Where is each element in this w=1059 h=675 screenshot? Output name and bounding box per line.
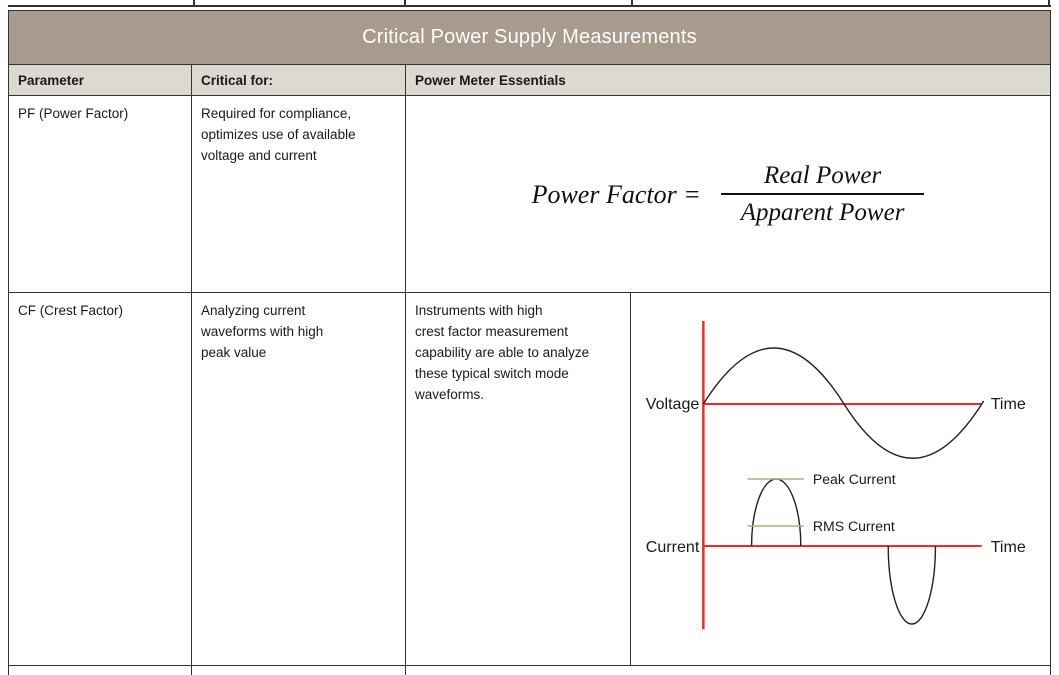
partial-row-cell	[192, 666, 406, 675]
cropped-column-divider	[1048, 0, 1050, 5]
formula-fraction: Real Power Apparent Power	[720, 160, 925, 228]
cropped-column-divider	[193, 0, 195, 5]
cf-diagram-cell: Voltage Time Current Time Peak Current R…	[631, 293, 1050, 665]
cropped-row-border	[8, 5, 1051, 7]
cropped-column-divider	[631, 0, 633, 5]
power-factor-formula: Power Factor = Real Power Apparent Power	[532, 160, 925, 228]
header-critical-for: Critical for:	[192, 65, 406, 95]
partial-row-cell	[9, 666, 192, 675]
peak-current-label: Peak Current	[813, 471, 896, 487]
table-row-power-factor: PF (Power Factor) Required for complianc…	[9, 96, 1050, 293]
current-positive-pulse	[750, 478, 802, 547]
cf-description-cell: Instruments with high crest factor measu…	[406, 293, 631, 665]
pf-formula-cell: Power Factor = Real Power Apparent Power	[406, 96, 1050, 292]
current-negative-pulse	[887, 545, 937, 625]
table-title: Critical Power Supply Measurements	[362, 26, 697, 48]
pf-parameter-cell: PF (Power Factor)	[9, 96, 192, 292]
rms-current-label: RMS Current	[813, 518, 895, 534]
partial-row-cell	[406, 666, 1050, 675]
time-label-voltage: Time	[991, 395, 1026, 413]
formula-lhs: Power Factor =	[531, 179, 701, 209]
crest-factor-diagram: Voltage Time Current Time Peak Current R…	[646, 321, 1026, 629]
table-title-bar: Critical Power Supply Measurements	[9, 11, 1050, 65]
fraction-bar	[720, 193, 925, 195]
cf-critical-for-cell: Analyzing current waveforms with high pe…	[192, 293, 406, 665]
table-row-crest-factor: CF (Crest Factor) Analyzing current wave…	[9, 293, 1050, 666]
cf-essentials-cell: Instruments with high crest factor measu…	[406, 293, 1050, 665]
formula-denominator: Apparent Power	[740, 199, 905, 226]
time-label-current: Time	[991, 538, 1026, 556]
pf-critical-for-cell: Required for compliance, optimizes use o…	[192, 96, 406, 292]
cropped-column-divider	[404, 0, 406, 5]
table-header-row: Parameter Critical for: Power Meter Esse…	[9, 65, 1050, 96]
header-parameter: Parameter	[9, 65, 192, 95]
cf-parameter-cell: CF (Crest Factor)	[9, 293, 192, 665]
voltage-axis-label: Voltage	[646, 395, 700, 413]
formula-numerator: Real Power	[763, 162, 882, 189]
table-row-partial	[9, 666, 1050, 675]
header-power-meter-essentials: Power Meter Essentials	[415, 72, 566, 88]
measurements-table: Critical Power Supply Measurements Param…	[8, 10, 1051, 675]
voltage-sine-wave	[702, 347, 985, 459]
current-axis-label: Current	[646, 538, 700, 556]
